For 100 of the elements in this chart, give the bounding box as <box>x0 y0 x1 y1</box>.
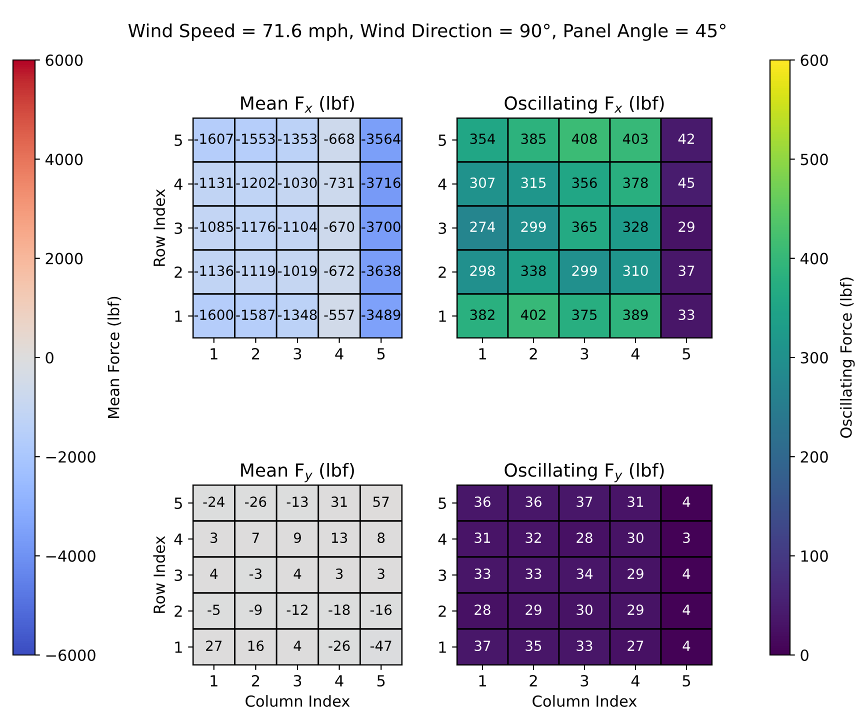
data-label: 3 <box>683 532 690 544</box>
data-label: -9 <box>249 604 262 616</box>
data-label: -3700 <box>362 222 400 232</box>
data-label: 307 <box>470 178 495 188</box>
x-tick-label: 5 <box>682 348 690 360</box>
x-tick-label: 2 <box>252 348 260 360</box>
chart-title: Oscillating F$_{x}$ (lbf) <box>504 96 664 114</box>
x-axis-title: Column Index <box>532 695 637 707</box>
y-tick-label: 1 <box>439 642 446 653</box>
x-tick-label: 5 <box>377 348 385 360</box>
data-label: 310 <box>623 266 648 276</box>
data-label: -47 <box>370 640 392 651</box>
x-tick-label: 4 <box>335 348 344 360</box>
x-tick-label: 3 <box>294 674 302 687</box>
x-tick-label: 3 <box>580 348 588 360</box>
data-label: 33 <box>576 640 592 652</box>
data-label: -1019 <box>278 266 317 276</box>
x-tick-label: 2 <box>530 674 537 686</box>
y-tick-label: 2 <box>174 605 182 617</box>
data-label: -12 <box>286 604 308 615</box>
data-label: 36 <box>474 496 490 508</box>
data-label: 31 <box>332 496 347 508</box>
data-label: 31 <box>628 496 644 508</box>
color-bar-label: −2000 <box>46 451 96 463</box>
data-label: -1176 <box>236 222 276 232</box>
data-label: 4 <box>682 604 690 615</box>
data-label: 30 <box>576 604 592 616</box>
chart-title: Mean F$_{y}$ (lbf) <box>241 462 354 482</box>
data-label: -670 <box>324 222 354 232</box>
data-label: 9 <box>294 532 301 544</box>
data-label: 13 <box>332 532 348 544</box>
y-tick-label: 2 <box>174 266 182 278</box>
x-tick-label: 1 <box>210 675 218 686</box>
data-label: 328 <box>623 222 648 232</box>
data-label: -26 <box>328 640 350 652</box>
data-label: 29 <box>628 568 644 580</box>
y-tick-label: 4 <box>174 534 182 545</box>
chart-title: Mean F$_{x}$ (lbf) <box>241 96 354 113</box>
data-label: -1607 <box>194 134 233 144</box>
color-bar-label: 200 <box>800 451 828 463</box>
data-label: -3716 <box>362 178 400 188</box>
data-label: 33 <box>678 310 694 320</box>
data-label: 8 <box>378 532 385 544</box>
data-label: -26 <box>245 496 266 508</box>
data-label: 57 <box>373 496 389 508</box>
x-tick-label: 1 <box>210 348 218 360</box>
data-label: -1104 <box>278 222 317 232</box>
y-tick-label: 2 <box>438 266 446 278</box>
data-label: 29 <box>628 604 644 616</box>
data-label: -1085 <box>194 222 233 232</box>
color-bar-label: 6000 <box>46 54 83 66</box>
data-label: -1587 <box>236 310 275 320</box>
data-label: 274 <box>470 222 495 232</box>
x-tick-label: 3 <box>294 348 302 360</box>
data-label: -1202 <box>236 178 274 188</box>
y-tick-label: 4 <box>174 178 182 190</box>
data-label: 4 <box>294 640 302 651</box>
y-tick-label: 1 <box>175 310 182 322</box>
color-bar-label: 0 <box>46 352 54 364</box>
data-label: 29 <box>678 222 694 232</box>
data-label: 7 <box>252 532 259 543</box>
data-label: -24 <box>203 496 224 507</box>
data-label: 4 <box>682 568 690 579</box>
data-label: -5 <box>208 604 220 616</box>
x-tick-label: 2 <box>530 348 537 360</box>
data-label: 402 <box>520 310 546 320</box>
data-label: 4 <box>294 568 302 579</box>
x-tick-label: 4 <box>631 675 640 686</box>
data-label: -1353 <box>278 134 317 144</box>
data-label: 28 <box>474 604 490 616</box>
data-label: 16 <box>248 640 264 652</box>
color-bar-label: 2000 <box>46 252 83 264</box>
chart-title: Oscillating F$_{y}$ (lbf) <box>504 462 664 482</box>
data-label: -16 <box>370 604 392 616</box>
data-label: 33 <box>474 568 490 580</box>
data-label: 354 <box>470 134 495 144</box>
data-label: -18 <box>328 604 350 616</box>
color-bar-label: 400 <box>800 252 828 264</box>
color-bar-label: 500 <box>800 154 828 166</box>
data-label: 299 <box>521 222 546 232</box>
x-tick-label: 1 <box>479 348 486 360</box>
data-label: -3564 <box>362 134 400 144</box>
y-tick-label: 1 <box>439 310 446 322</box>
data-label: -1119 <box>236 266 275 276</box>
data-label: 4 <box>682 496 690 507</box>
y-tick-label: 3 <box>174 569 182 582</box>
text: Wind Speed = 71.6 mph, Wind Direction = 90°, Panel Angle = 45° <box>128 23 726 41</box>
color-bar-label: 300 <box>800 352 828 364</box>
data-label: -1553 <box>236 134 275 144</box>
y-tick-label: 3 <box>438 222 446 234</box>
y-tick-label: 2 <box>438 605 446 617</box>
color-bar-label: 0 <box>800 649 808 662</box>
data-label: 31 <box>474 532 490 544</box>
y-tick-label: 5 <box>438 498 446 510</box>
x-tick-label: 5 <box>377 675 385 687</box>
data-label: 3 <box>210 532 218 544</box>
data-label: 45 <box>678 178 694 188</box>
data-label: 4 <box>682 640 690 651</box>
y-tick-label: 4 <box>438 534 446 545</box>
data-label: 408 <box>572 134 597 144</box>
